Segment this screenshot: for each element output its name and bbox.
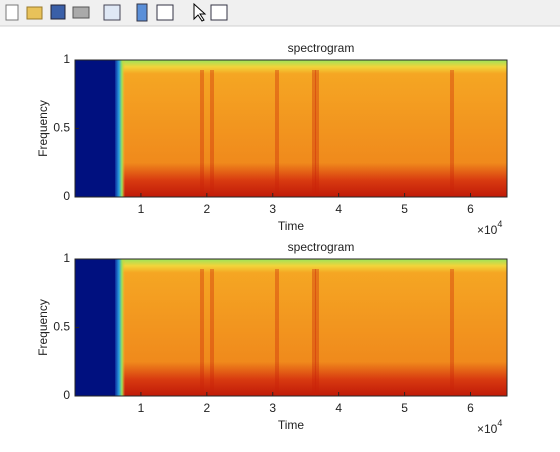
- silence-region: [75, 259, 118, 396]
- open-icon[interactable]: [26, 6, 43, 20]
- x-tick-label: 4: [335, 202, 342, 216]
- legend-icon[interactable]: [156, 4, 174, 21]
- colorbar-icon[interactable]: [136, 3, 148, 22]
- toolbar-icons: [5, 2, 228, 22]
- spectrogram-image: [75, 259, 507, 396]
- energy-streak: [275, 70, 279, 197]
- axes-title: spectrogram: [288, 41, 355, 55]
- x-multiplier-exponent: 4: [497, 219, 502, 229]
- silence-region: [75, 60, 118, 197]
- spectrogram-image: [75, 60, 507, 197]
- y-tick-label: 1: [63, 52, 70, 66]
- energy-streak: [315, 70, 319, 197]
- y-tick-label: 1: [63, 251, 70, 265]
- energy-streak: [312, 269, 316, 396]
- energy-streak: [200, 269, 204, 396]
- x-tick-label: 6: [467, 401, 474, 415]
- energy-streak: [450, 70, 454, 197]
- y-axis-label: Frequency: [36, 100, 50, 157]
- energy-streak: [275, 269, 279, 396]
- x-axis-label: Time: [278, 219, 305, 233]
- x-tick-label: 1: [138, 401, 145, 415]
- axes-title: spectrogram: [288, 240, 355, 254]
- link-icon[interactable]: [103, 4, 121, 21]
- y-tick-label: 0: [63, 388, 70, 402]
- x-tick-label: 2: [203, 202, 210, 216]
- print-icon[interactable]: [72, 6, 90, 19]
- y-axis-label: Frequency: [36, 299, 50, 356]
- save-icon[interactable]: [50, 4, 66, 20]
- pointer-icon[interactable]: [193, 2, 207, 22]
- onset-edge: [115, 60, 125, 197]
- x-tick-label: 3: [269, 202, 276, 216]
- y-tick-label: 0.5: [53, 121, 70, 135]
- toolbar: [0, 0, 560, 26]
- y-tick-label: 0.5: [53, 320, 70, 334]
- x-multiplier: ×104: [477, 219, 502, 237]
- new-icon[interactable]: [5, 4, 19, 21]
- x-multiplier-base: ×10: [477, 422, 498, 436]
- x-multiplier: ×104: [477, 418, 502, 436]
- x-tick-label: 4: [335, 401, 342, 415]
- x-tick-label: 2: [203, 401, 210, 415]
- x-tick-label: 3: [269, 401, 276, 415]
- y-tick-label: 0: [63, 189, 70, 203]
- x-axis-label: Time: [278, 418, 305, 432]
- onset-edge: [115, 259, 125, 396]
- energy-streak: [200, 70, 204, 197]
- x-tick-label: 5: [401, 401, 408, 415]
- energy-streak: [312, 70, 316, 197]
- energy-streak: [315, 269, 319, 396]
- energy-streak: [210, 70, 214, 197]
- x-multiplier-base: ×10: [477, 223, 498, 237]
- property-icon[interactable]: [210, 4, 228, 21]
- x-tick-label: 1: [138, 202, 145, 216]
- x-multiplier-exponent: 4: [497, 418, 502, 428]
- x-tick-label: 6: [467, 202, 474, 216]
- energy-streak: [450, 269, 454, 396]
- x-tick-label: 5: [401, 202, 408, 216]
- energy-streak: [210, 269, 214, 396]
